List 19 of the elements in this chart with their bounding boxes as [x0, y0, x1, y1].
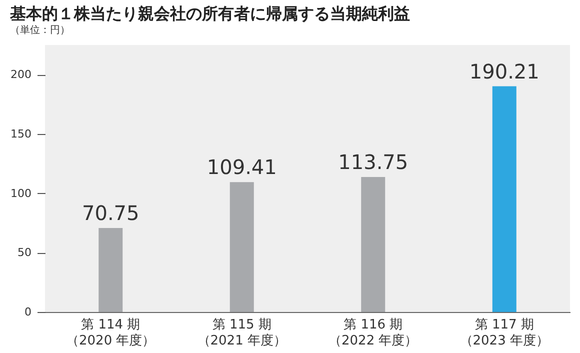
y-tick-label: 50 — [18, 246, 32, 260]
y-tick-label: 0 — [24, 306, 32, 318]
x-tick-label: 第 116 期（2022 年度） — [328, 318, 418, 348]
chart-title: 基本的１株当たり親会社の所有者に帰属する当期純利益 — [9, 4, 410, 23]
data-label: 109.41 — [206, 155, 277, 180]
bar — [98, 228, 123, 312]
x-tick-label: 第 115 期（2021 年度） — [197, 318, 286, 348]
bar — [230, 182, 254, 312]
bar — [361, 177, 386, 312]
x-tick-label: 第 117 期（2023 年度） — [460, 318, 549, 348]
data-label: 70.75 — [82, 201, 140, 226]
y-tick-label: 100 — [10, 186, 32, 200]
x-tick-label: 第 114 期（2020 年度） — [66, 318, 156, 348]
bar — [492, 86, 516, 312]
y-tick-label: 200 — [10, 68, 32, 82]
data-label: 113.75 — [338, 150, 408, 174]
chart-subtitle: （単位：円） — [10, 24, 70, 36]
y-tick-label: 150 — [10, 128, 32, 140]
data-label: 190.21 — [469, 59, 540, 84]
